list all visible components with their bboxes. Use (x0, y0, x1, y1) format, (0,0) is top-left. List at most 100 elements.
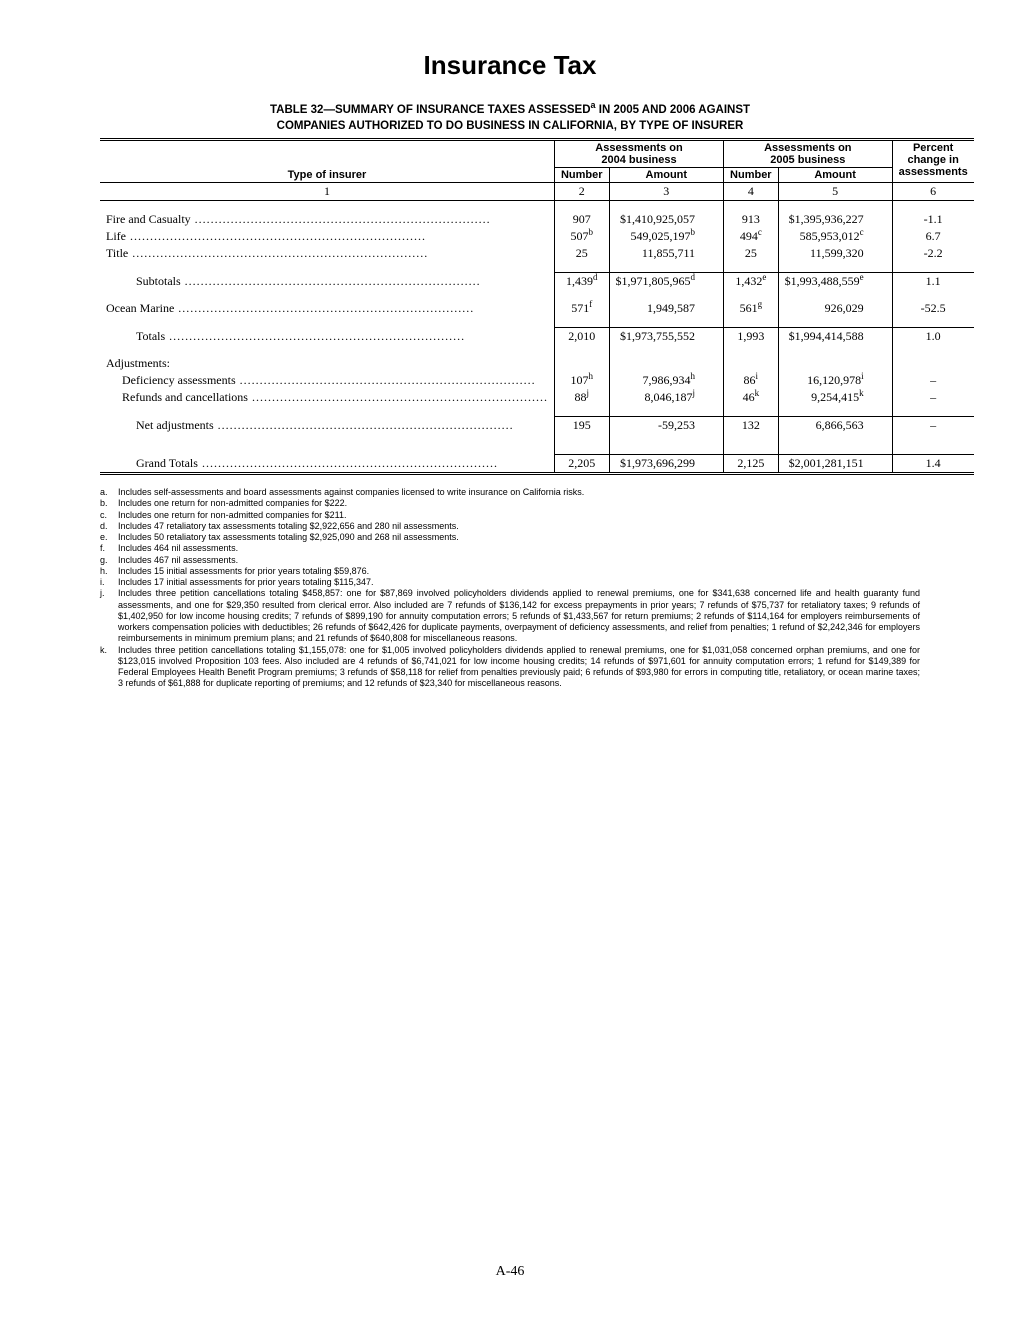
table-cell: Fire and Casualty (100, 211, 554, 228)
footnote: e.Includes 50 retaliatory tax assessment… (100, 532, 920, 543)
table-cell: $1,994,414,588 (778, 328, 892, 346)
table-cell: 1,439d (554, 273, 609, 291)
table-cell: 2,010 (554, 328, 609, 346)
table-cell: 88j (554, 389, 609, 406)
table-title-line1b: IN 2005 AND 2006 AGAINST (596, 104, 750, 116)
footnote: f.Includes 464 nil assessments. (100, 543, 920, 554)
table-cell (778, 355, 892, 372)
table-cell: 907 (554, 211, 609, 228)
table-cell: -2.2 (892, 245, 974, 262)
table-cell: 195 (554, 417, 609, 435)
table-cell (724, 355, 779, 372)
table-cell: 7,986,934h (609, 372, 724, 389)
table-row: Subtotals1,439d$1,971,805,965d1,432e$1,9… (100, 273, 974, 291)
footnotes: a.Includes self-assessments and board as… (100, 487, 920, 690)
table-row: Adjustments: (100, 355, 974, 372)
footnote: c.Includes one return for non-admitted c… (100, 510, 920, 521)
table-cell: Life (100, 228, 554, 245)
table-cell: 913 (724, 211, 779, 228)
table-cell: 132 (724, 417, 779, 435)
table-cell: 926,029 (778, 300, 892, 317)
table-cell: 2,125 (724, 455, 779, 474)
footnote: d.Includes 47 retaliatory tax assessment… (100, 521, 920, 532)
table-cell: Grand Totals (100, 455, 554, 474)
table-cell: 25 (554, 245, 609, 262)
table-cell: $1,993,488,559e (778, 273, 892, 291)
table-cell: Refunds and cancellations (100, 389, 554, 406)
hdr-type: Type of insurer (100, 168, 554, 183)
table-cell: 6,866,563 (778, 417, 892, 435)
table-cell: 9,254,415k (778, 389, 892, 406)
table-cell: 46k (724, 389, 779, 406)
colnum-3: 3 (609, 183, 724, 201)
hdr-2004: Assessments on 2004 business (554, 140, 723, 168)
table-cell: 11,599,320 (778, 245, 892, 262)
table-cell: 1.4 (892, 455, 974, 474)
footnote: j.Includes three petition cancellations … (100, 588, 920, 644)
table-row: Life507b549,025,197b494c585,953,012c6.7 (100, 228, 974, 245)
table-cell: 571f (554, 300, 609, 317)
table-title: TABLE 32—SUMMARY OF INSURANCE TAXES ASSE… (100, 103, 920, 134)
table-cell: -59,253 (609, 417, 724, 435)
table-cell: 107h (554, 372, 609, 389)
hdr-blank (100, 140, 554, 168)
table-cell: 585,953,012c (778, 228, 892, 245)
table-cell: $1,973,755,552 (609, 328, 724, 346)
table-cell: 1,993 (724, 328, 779, 346)
table-cell: 86i (724, 372, 779, 389)
hdr-a1: Amount (609, 168, 724, 183)
table-cell: – (892, 389, 974, 406)
page-number: A-46 (0, 1264, 1020, 1280)
table-cell: – (892, 417, 974, 435)
table-cell: 1.1 (892, 273, 974, 291)
table-cell: Subtotals (100, 273, 554, 291)
table-title-line1: TABLE 32—SUMMARY OF INSURANCE TAXES ASSE… (270, 104, 591, 116)
table-cell: -52.5 (892, 300, 974, 317)
colnum-1: 1 (100, 183, 554, 201)
table-row: Title2511,855,7112511,599,320-2.2 (100, 245, 974, 262)
page-title: Insurance Tax (100, 50, 920, 81)
table-row: Refunds and cancellations88j8,046,187j46… (100, 389, 974, 406)
table-cell: Adjustments: (100, 355, 554, 372)
table-cell: Net adjustments (100, 417, 554, 435)
table-cell: 16,120,978i (778, 372, 892, 389)
hdr-2005: Assessments on 2005 business (724, 140, 893, 168)
table-cell: 25 (724, 245, 779, 262)
table-row: Totals2,010$1,973,755,5521,993$1,994,414… (100, 328, 974, 346)
table-cell: 494c (724, 228, 779, 245)
table-title-line2: COMPANIES AUTHORIZED TO DO BUSINESS IN C… (277, 120, 744, 132)
table-row: Deficiency assessments107h7,986,934h86i1… (100, 372, 974, 389)
table-cell: -1.1 (892, 211, 974, 228)
footnote: b.Includes one return for non-admitted c… (100, 498, 920, 509)
footnote: a.Includes self-assessments and board as… (100, 487, 920, 498)
table-cell: Totals (100, 328, 554, 346)
table-cell: 1,949,587 (609, 300, 724, 317)
footnote: g.Includes 467 nil assessments. (100, 555, 920, 566)
footnote: k.Includes three petition cancellations … (100, 645, 920, 690)
colnum-6: 6 (892, 183, 974, 201)
table-row: Fire and Casualty907$1,410,925,057913$1,… (100, 211, 974, 228)
table-cell: $2,001,281,151 (778, 455, 892, 474)
table-cell: 8,046,187j (609, 389, 724, 406)
table-cell: Ocean Marine (100, 300, 554, 317)
table-cell: $1,395,936,227 (778, 211, 892, 228)
hdr-a2: Amount (778, 168, 892, 183)
table-cell (892, 355, 974, 372)
table-row: Ocean Marine571f1,949,587561g926,029-52.… (100, 300, 974, 317)
table-cell: $1,973,696,299 (609, 455, 724, 474)
colnum-4: 4 (724, 183, 779, 201)
table-cell: 2,205 (554, 455, 609, 474)
table-cell (554, 355, 609, 372)
table-cell: 507b (554, 228, 609, 245)
hdr-n2: Number (724, 168, 779, 183)
table-row: Grand Totals2,205$1,973,696,2992,125$2,0… (100, 455, 974, 474)
table-cell: 549,025,197b (609, 228, 724, 245)
table-cell: 6.7 (892, 228, 974, 245)
footnote: i.Includes 17 initial assessments for pr… (100, 577, 920, 588)
hdr-pct: Percent change in assessments (892, 140, 974, 183)
insurance-tax-table: Assessments on 2004 business Assessments… (100, 138, 974, 475)
colnum-2: 2 (554, 183, 609, 201)
hdr-n1: Number (554, 168, 609, 183)
table-cell: $1,410,925,057 (609, 211, 724, 228)
footnote: h.Includes 15 initial assessments for pr… (100, 566, 920, 577)
